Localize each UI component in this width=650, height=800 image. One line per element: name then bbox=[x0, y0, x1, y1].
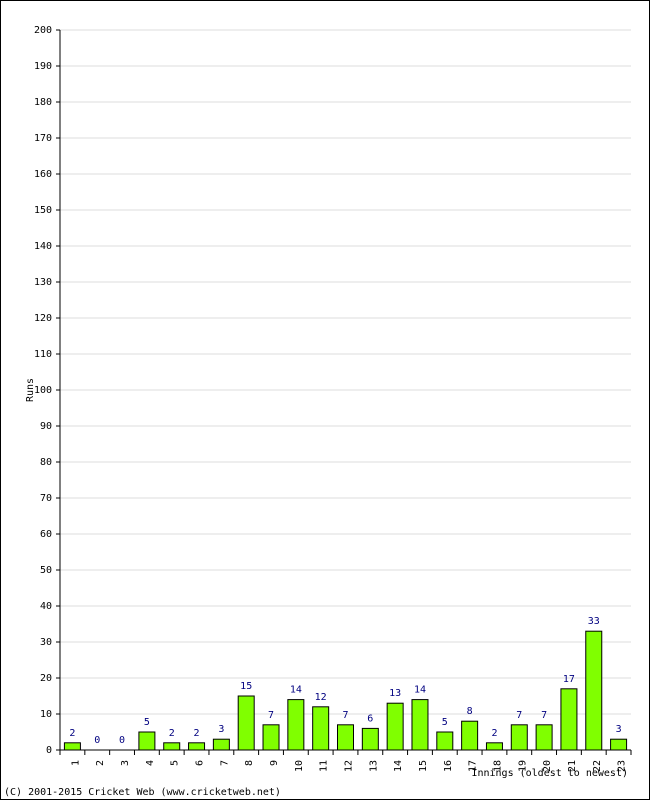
x-tick-label: 17 bbox=[468, 760, 479, 772]
bar bbox=[262, 724, 280, 751]
bar bbox=[237, 695, 255, 751]
y-tick-label: 70 bbox=[40, 493, 52, 504]
x-tick-label: 5 bbox=[170, 760, 181, 766]
bar bbox=[287, 699, 305, 751]
y-tick-label: 190 bbox=[34, 61, 52, 72]
y-axis-label: Runs bbox=[25, 378, 36, 402]
y-tick-label: 0 bbox=[46, 745, 52, 756]
y-tick-label: 10 bbox=[40, 709, 52, 720]
value-label: 2 bbox=[69, 728, 75, 739]
y-tick-label: 30 bbox=[40, 637, 52, 648]
bar bbox=[535, 724, 553, 751]
value-label: 14 bbox=[290, 685, 302, 696]
bar bbox=[63, 742, 81, 751]
value-label: 0 bbox=[94, 735, 100, 746]
value-label: 12 bbox=[315, 692, 327, 703]
x-tick-label: 18 bbox=[492, 760, 503, 772]
value-label: 6 bbox=[367, 713, 373, 724]
bar bbox=[485, 742, 503, 751]
value-label: 3 bbox=[616, 724, 622, 735]
x-tick-label: 10 bbox=[294, 760, 305, 772]
y-tick-label: 100 bbox=[34, 385, 52, 396]
bar bbox=[386, 702, 404, 751]
value-label: 2 bbox=[491, 728, 497, 739]
y-tick-label: 120 bbox=[34, 313, 52, 324]
value-label: 2 bbox=[194, 728, 200, 739]
bar bbox=[337, 724, 354, 751]
bar bbox=[436, 731, 454, 751]
value-label: 5 bbox=[144, 717, 150, 728]
bar bbox=[138, 731, 156, 751]
x-axis-label: Innings (oldest to newest) bbox=[471, 768, 628, 779]
x-tick-label: 22 bbox=[592, 760, 603, 772]
x-tick-label: 6 bbox=[195, 760, 206, 766]
y-tick-label: 170 bbox=[34, 133, 52, 144]
x-tick-label: 20 bbox=[542, 760, 553, 772]
y-tick-label: 110 bbox=[34, 349, 52, 360]
x-tick-label: 21 bbox=[567, 760, 578, 772]
y-tick-label: 50 bbox=[40, 565, 52, 576]
value-label: 0 bbox=[119, 735, 125, 746]
y-tick-label: 60 bbox=[40, 529, 52, 540]
value-label: 7 bbox=[342, 710, 348, 721]
value-label: 14 bbox=[414, 685, 426, 696]
value-label: 7 bbox=[516, 710, 522, 721]
value-label: 33 bbox=[588, 616, 600, 627]
y-tick-label: 150 bbox=[34, 205, 52, 216]
x-tick-label: 11 bbox=[319, 760, 330, 772]
x-tick-label: 9 bbox=[269, 760, 280, 766]
x-tick-label: 8 bbox=[244, 760, 255, 766]
bar bbox=[560, 688, 578, 751]
x-tick-label: 4 bbox=[145, 760, 156, 766]
footer: (C) 2001-2015 Cricket Web (www.cricketwe… bbox=[4, 787, 281, 798]
bar bbox=[411, 699, 429, 751]
value-label: 3 bbox=[218, 724, 224, 735]
y-tick-label: 20 bbox=[40, 673, 52, 684]
y-tick-label: 130 bbox=[34, 277, 52, 288]
value-label: 8 bbox=[467, 706, 473, 717]
value-label: 17 bbox=[563, 674, 575, 685]
x-tick-label: 14 bbox=[393, 760, 404, 772]
y-tick-label: 200 bbox=[34, 25, 52, 36]
value-label: 5 bbox=[442, 717, 448, 728]
value-label: 13 bbox=[389, 688, 401, 699]
bar bbox=[212, 738, 230, 751]
x-tick-label: 7 bbox=[219, 760, 230, 766]
y-tick-label: 80 bbox=[40, 457, 52, 468]
bar bbox=[585, 630, 603, 751]
bar bbox=[361, 727, 379, 751]
y-tick-label: 90 bbox=[40, 421, 52, 432]
x-tick-label: 23 bbox=[617, 760, 628, 772]
y-tick-label: 140 bbox=[34, 241, 52, 252]
value-label: 7 bbox=[541, 710, 547, 721]
y-tick-label: 160 bbox=[34, 169, 52, 180]
y-tick-label: 40 bbox=[40, 601, 52, 612]
x-tick-label: 19 bbox=[517, 760, 528, 772]
bar bbox=[610, 738, 628, 751]
x-tick-label: 3 bbox=[120, 760, 131, 766]
x-tick-label: 13 bbox=[368, 760, 379, 772]
bar bbox=[163, 742, 181, 751]
value-label: 2 bbox=[169, 728, 175, 739]
x-tick-label: 2 bbox=[95, 760, 106, 766]
x-tick-label: 16 bbox=[443, 760, 454, 772]
y-tick-label: 180 bbox=[34, 97, 52, 108]
bar bbox=[510, 724, 528, 751]
x-tick-label: 1 bbox=[70, 760, 81, 766]
bar bbox=[312, 706, 330, 751]
bar bbox=[461, 720, 479, 751]
value-label: 15 bbox=[240, 681, 252, 692]
bar bbox=[188, 742, 206, 751]
x-tick-label: 12 bbox=[344, 760, 355, 772]
x-tick-label: 15 bbox=[418, 760, 429, 772]
value-label: 7 bbox=[268, 710, 274, 721]
